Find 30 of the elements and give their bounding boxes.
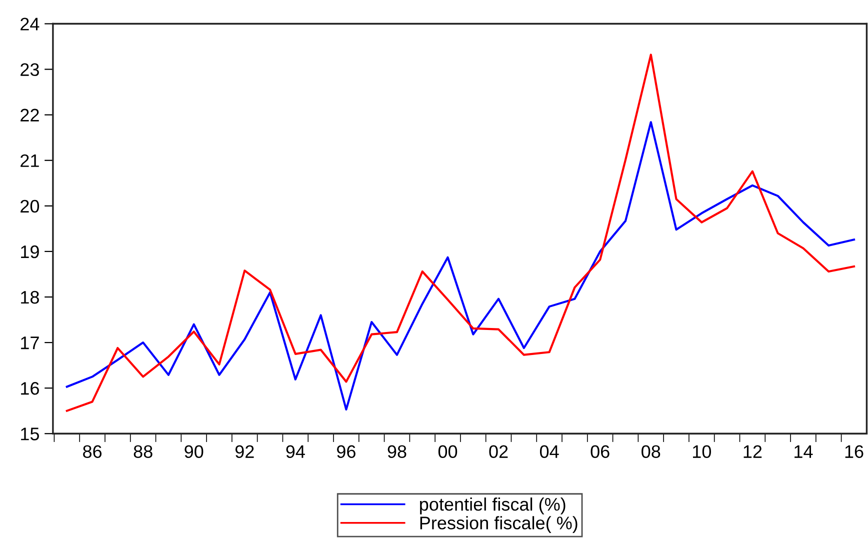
y-tick-label: 16: [21, 382, 39, 395]
legend-label: potentiel fiscal (%): [420, 497, 566, 514]
x-tick-label: 92: [235, 445, 254, 458]
y-tick-label: 20: [20, 200, 40, 213]
x-tick-label: 06: [590, 445, 610, 458]
x-tick-label: 12: [744, 445, 762, 458]
y-tick-label: 21: [20, 154, 39, 167]
x-tick-label: 98: [388, 445, 406, 458]
line-series: [66, 121, 856, 411]
x-tick-label: 00: [438, 445, 458, 458]
x-tick-label: 10: [693, 445, 711, 458]
x-tick-label: 14: [794, 445, 813, 458]
y-tick-label: 23: [20, 63, 39, 76]
y-tick-label: 17: [21, 336, 39, 350]
x-tick-label: 94: [286, 445, 305, 458]
y-tick-label: 19: [21, 245, 39, 258]
x-tick-label: 04: [540, 445, 559, 458]
y-tick-label: 24: [20, 18, 40, 30]
legend-label: Pression fiscale( %): [420, 516, 578, 533]
y-tick-label: 18: [21, 290, 39, 304]
x-tick-label: 02: [489, 445, 508, 458]
x-tick-label: 08: [642, 445, 660, 458]
y-tick-label: 15: [21, 428, 39, 440]
x-tick-label: 16: [845, 445, 864, 458]
line-series: [66, 54, 856, 412]
x-tick-label: 88: [134, 445, 152, 458]
y-tick-label: 22: [20, 108, 39, 122]
x-tick-label: 96: [337, 445, 356, 458]
x-tick-label: 90: [184, 445, 204, 458]
x-tick-label: 86: [83, 445, 102, 458]
